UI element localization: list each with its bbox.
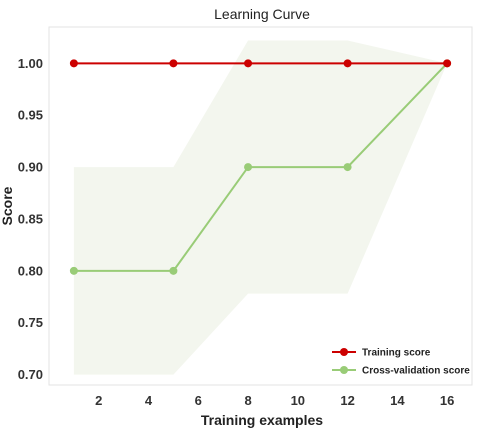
legend: Training score Cross-validation score: [326, 338, 470, 380]
y-tick-label: 0.90: [18, 160, 43, 175]
y-tick-label: 0.95: [18, 108, 43, 123]
series-point-1-3: [343, 163, 352, 172]
series-point-0-0: [69, 59, 78, 68]
y-tick-label: 0.80: [18, 263, 43, 278]
series-point-0-2: [244, 59, 253, 68]
x-tick-label: 12: [340, 393, 354, 408]
y-tick-label: 0.85: [18, 211, 43, 226]
x-tick-label: 10: [291, 393, 305, 408]
x-tick-label: 2: [95, 393, 102, 408]
y-tick-label: 0.75: [18, 315, 43, 330]
y-tick-label: 0.70: [18, 367, 43, 382]
legend-box: [326, 338, 468, 380]
series-point-1-1: [169, 266, 178, 275]
x-tick-label: 14: [390, 393, 405, 408]
series-point-0-3: [343, 59, 352, 68]
series-point-0-4: [443, 59, 452, 68]
x-tick-label: 16: [440, 393, 454, 408]
x-axis-label: Training examples: [201, 412, 323, 428]
y-tick-label: 1.00: [18, 56, 43, 71]
legend-label-0: Training score: [362, 348, 431, 359]
plot-area: [48, 26, 473, 386]
series-point-0-1: [169, 59, 178, 68]
series-point-1-2: [244, 163, 253, 172]
series-point-1-0: [69, 266, 78, 275]
legend-marker-0: [340, 348, 348, 356]
x-tick-label: 8: [244, 393, 251, 408]
x-tick-label: 4: [145, 393, 153, 408]
series-band-1: [73, 40, 448, 375]
x-tick-label: 6: [195, 393, 202, 408]
legend-marker-1: [340, 366, 348, 374]
x-axis-ticks: 2 4 6 8 10 12 14 16: [95, 393, 454, 408]
y-axis-ticks: 0.70 0.75 0.80 0.85 0.90 0.95 1.00: [18, 56, 43, 382]
chart-title: Learning Curve: [214, 6, 310, 22]
y-axis-label: Score: [0, 186, 15, 225]
legend-label-1: Cross-validation score: [362, 366, 470, 377]
